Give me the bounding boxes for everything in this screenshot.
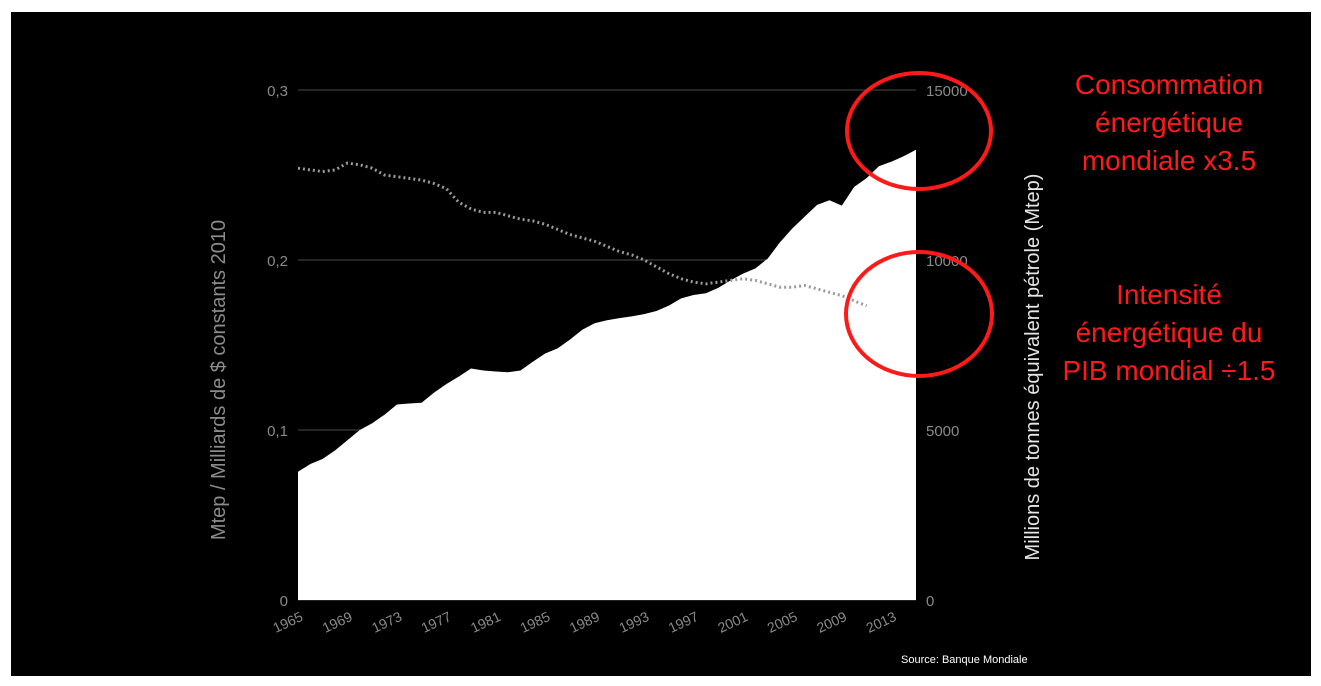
energy-consumption-series: [298, 149, 916, 601]
left-axis-title: Mtep / Milliards de $ constants 2010: [208, 220, 230, 540]
x-tick-label: 2001: [715, 608, 750, 636]
intensity-annotation: Intensité énergétique du PIB mondial ÷1.…: [1039, 276, 1299, 390]
x-tick-label: 1985: [517, 608, 552, 636]
consumption-highlight-circle: [845, 71, 993, 191]
x-tick-label: 2005: [765, 608, 800, 636]
x-tick-label: 1969: [320, 608, 355, 636]
left-axis-ticks: 0 0,1 0,2 0,3: [267, 83, 288, 610]
consumption-annotation-line: Consommation: [1074, 69, 1264, 100]
x-tick-label: 2009: [814, 608, 849, 636]
x-tick-label: 2013: [864, 608, 899, 636]
x-tick-label: 1981: [468, 608, 503, 636]
source-note: Source: Banque Mondiale: [901, 654, 1028, 666]
x-tick-label: 1997: [666, 608, 701, 636]
highlight-circles: [844, 71, 994, 378]
right-tick-label: 10000: [926, 253, 968, 270]
right-axis-title: Millions de tonnes équivalent pétrole (M…: [1022, 174, 1044, 561]
consumption-annotation-line: mondiale x3.5: [1081, 145, 1257, 176]
intensity-annotation-line: Intensité: [1116, 279, 1222, 310]
left-tick-label: 0,1: [267, 423, 288, 440]
intensity-annotation-line: énergétique du: [1075, 317, 1263, 348]
x-tick-label: 1993: [616, 608, 651, 636]
x-tick-label: 1977: [419, 608, 454, 636]
consumption-annotation: Consommation énergétique mondiale x3.5: [1039, 66, 1299, 180]
x-tick-label: 1965: [270, 608, 305, 636]
x-axis-ticks: 1965 1969 1973 1977 1981 1985 1989 1993 1997 2001…: [270, 608, 898, 636]
right-tick-label: 0: [926, 593, 934, 610]
left-tick-label: 0,3: [267, 83, 288, 100]
left-tick-label: 0,2: [267, 253, 288, 270]
right-tick-label: 15000: [926, 83, 968, 100]
x-tick-label: 1989: [567, 608, 602, 636]
left-tick-label: 0: [280, 593, 288, 610]
consumption-annotation-line: énergétique: [1095, 107, 1243, 138]
energy-consumption-area: [298, 149, 916, 601]
intensity-highlight-circle: [844, 250, 994, 378]
intensity-annotation-line: PIB mondial ÷1.5: [1062, 355, 1276, 386]
chart-slide: 0 0,1 0,2 0,3 0 5000 10000 15000 1965 1969 1973 1…: [11, 12, 1311, 676]
x-tick-label: 1973: [369, 608, 404, 636]
right-tick-label: 5000: [926, 423, 959, 440]
right-axis-ticks: 0 5000 10000 15000: [926, 83, 968, 610]
